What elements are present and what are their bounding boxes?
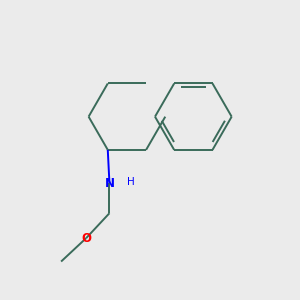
Text: N: N bbox=[104, 177, 114, 190]
Text: H: H bbox=[127, 176, 135, 187]
Text: O: O bbox=[81, 232, 91, 245]
